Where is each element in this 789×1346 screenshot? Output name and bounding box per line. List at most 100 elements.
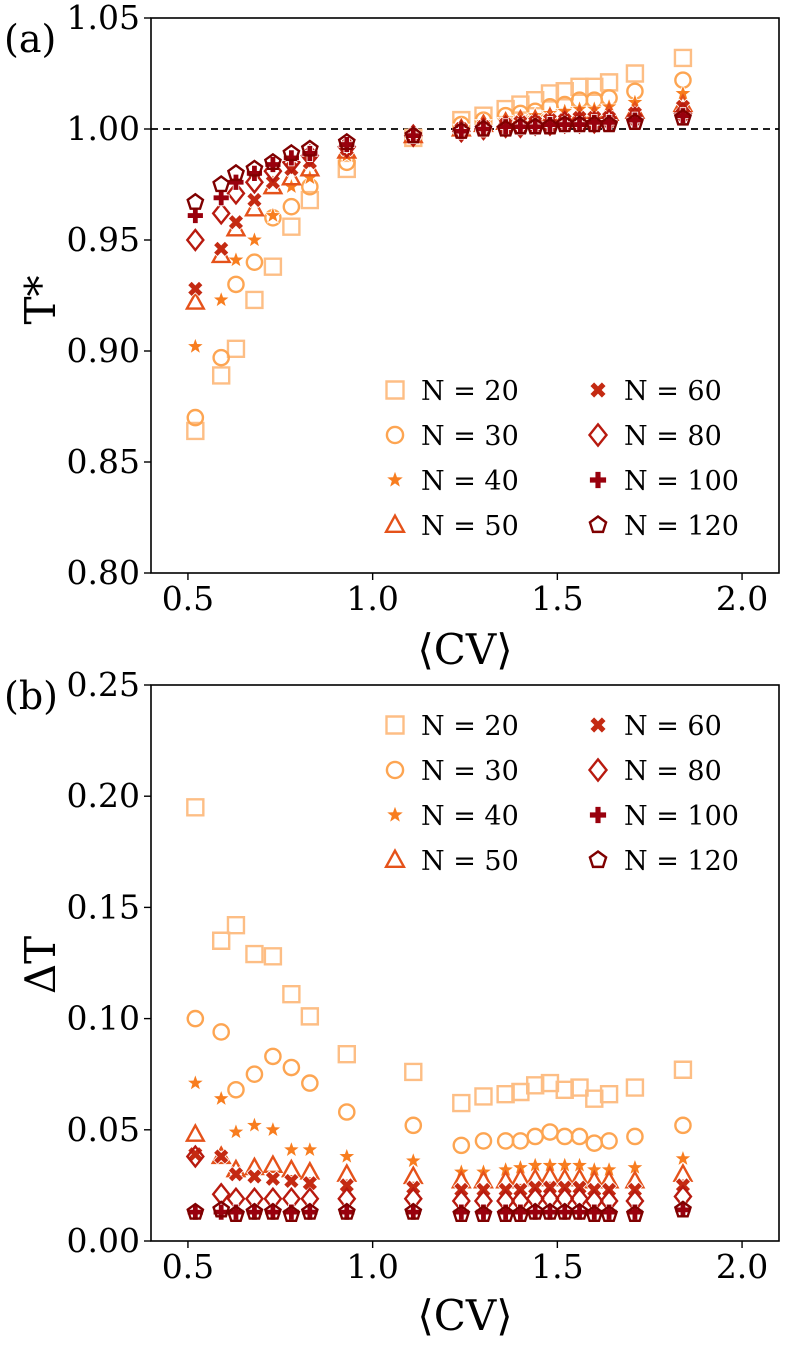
legend-marker <box>385 425 405 445</box>
panel-b-label: (b) <box>4 674 58 718</box>
data-point <box>511 117 530 135</box>
panel-b-markers <box>184 798 694 1222</box>
legend-marker <box>384 513 406 533</box>
data-point <box>599 1085 619 1104</box>
y-tick-label: 0.00 <box>67 1221 140 1260</box>
data-point <box>185 1073 205 1092</box>
data-point <box>585 1134 604 1152</box>
legend-item: N = 80 <box>587 756 722 787</box>
legend-label: N = 100 <box>624 466 739 497</box>
series-50 <box>184 1122 694 1189</box>
legend-item: N = 80 <box>587 421 722 452</box>
data-point <box>245 944 264 964</box>
legend-item: N = 120 <box>588 846 739 877</box>
data-point <box>474 119 493 137</box>
data-point <box>337 1146 357 1165</box>
data-point <box>555 115 574 133</box>
data-point <box>299 1160 321 1180</box>
series-120 <box>186 108 692 210</box>
data-point <box>496 1085 515 1104</box>
data-point <box>281 1139 301 1158</box>
panel-b-legend: N = 20 N = 30 N = 40 N = 50 N = 60 N = 80 N = … <box>384 711 739 877</box>
data-point <box>496 1204 515 1222</box>
legend-item: N = 30 <box>385 756 519 787</box>
legend-label: N = 60 <box>624 711 722 742</box>
data-point <box>300 190 320 210</box>
data-point <box>211 366 231 385</box>
legend-marker <box>587 422 609 448</box>
panel-b: (b) 0.5 1.0 1.5 2.0 0.00 0.05 0.10 0.15 0.20 0.25… <box>4 665 780 1340</box>
data-point <box>300 1007 320 1026</box>
panel-a-markers <box>184 48 694 441</box>
data-point <box>185 1144 205 1169</box>
data-point <box>496 1132 515 1150</box>
data-point <box>337 1202 356 1220</box>
data-point <box>402 1165 424 1185</box>
data-point <box>186 1202 205 1220</box>
data-point <box>186 192 205 210</box>
data-point <box>246 164 263 182</box>
legend-label: N = 20 <box>421 711 519 742</box>
legend-label: N = 120 <box>624 511 739 542</box>
data-point <box>452 1136 471 1155</box>
legend-marker <box>588 850 608 869</box>
data-point <box>403 1150 423 1170</box>
x-tick-label: 1.0 <box>346 579 398 618</box>
x-tick-label: 0.5 <box>162 579 214 618</box>
data-point <box>600 1132 618 1150</box>
data-point <box>226 163 245 182</box>
data-point <box>511 1132 530 1150</box>
data-point <box>263 1119 283 1138</box>
legend-item: N = 100 <box>589 466 739 497</box>
data-point <box>570 115 589 133</box>
legend-marker <box>385 380 405 400</box>
data-point <box>226 915 246 935</box>
data-point <box>263 257 283 276</box>
panel-a-label: (a) <box>4 17 56 61</box>
data-point <box>282 984 301 1004</box>
data-point <box>625 1078 645 1097</box>
panel-a-ticks: 0.5 1.0 1.5 2.0 0.80 0.85 0.90 0.95 1.00 1.05 <box>67 0 769 618</box>
data-point <box>264 1047 282 1066</box>
legend-marker <box>385 760 405 780</box>
data-point <box>283 1172 300 1190</box>
y-tick-label: 0.15 <box>67 887 140 926</box>
y-tick-label: 1.00 <box>67 109 140 148</box>
legend-label: N = 60 <box>624 376 722 407</box>
y-tick-label: 1.05 <box>67 0 140 37</box>
data-point <box>226 339 246 358</box>
legend-item: N = 50 <box>384 846 519 877</box>
data-point <box>246 1168 263 1185</box>
legend-item: N = 120 <box>588 511 739 542</box>
data-point <box>585 1204 604 1222</box>
data-point <box>625 64 645 83</box>
legend-label: N = 100 <box>624 801 739 832</box>
data-point <box>404 1062 423 1082</box>
x-tick-label: 1.5 <box>531 1247 583 1286</box>
data-point <box>673 1060 693 1079</box>
panel-b-ticks: 0.5 1.0 1.5 2.0 0.00 0.05 0.10 0.15 0.20 0.25 <box>67 665 769 1286</box>
data-point <box>262 1154 284 1173</box>
data-point <box>404 126 423 144</box>
data-point <box>211 289 231 309</box>
series-40 <box>185 1073 693 1181</box>
data-point <box>244 170 264 195</box>
legend-marker <box>587 757 609 783</box>
data-point <box>187 280 204 298</box>
y-tick-label: 0.05 <box>67 1110 140 1149</box>
panel-a-xlabel: ⟨CV⟩ <box>417 625 512 674</box>
data-point <box>540 1073 560 1093</box>
data-point <box>263 152 282 170</box>
data-point <box>280 1158 302 1178</box>
series-80 <box>185 1144 693 1213</box>
data-point <box>211 201 231 226</box>
data-point <box>301 1174 319 1192</box>
data-point <box>673 48 693 68</box>
data-point <box>301 1074 319 1092</box>
data-point <box>337 1044 356 1064</box>
data-point <box>599 73 619 92</box>
panel-a: (a) 0.5 1.0 1.5 2.0 0.80 0.85 0.90 0.95 1.00 1.05… <box>4 0 780 674</box>
data-point <box>282 197 301 216</box>
data-point <box>674 1116 692 1135</box>
